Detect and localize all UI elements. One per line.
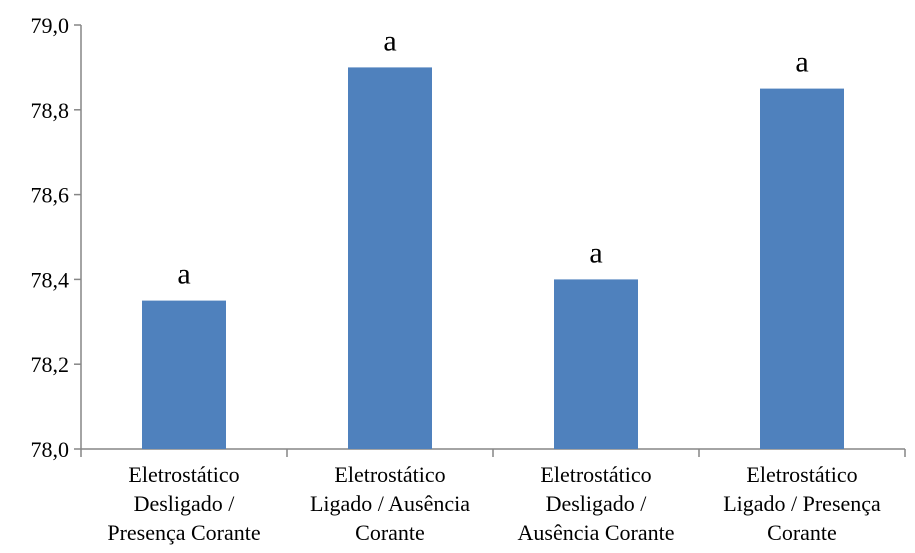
y-tick-label: 79,0 xyxy=(31,13,70,38)
x-category-label-line: Ausência Corante xyxy=(518,520,675,545)
data-label: a xyxy=(589,236,602,269)
x-category-label: Eletrostático Desligado / Presença Corante xyxy=(107,462,260,545)
x-category-label-line: Eletrostático xyxy=(128,462,239,487)
x-category-label-line: Ligado / Presença xyxy=(723,491,881,516)
y-tick-label: 78,6 xyxy=(31,183,70,208)
x-category-label: Eletrostático Desligado / Ausência Corante xyxy=(518,462,675,545)
y-tick-label: 78,0 xyxy=(31,437,70,462)
x-category-label-line: Ligado / Ausência xyxy=(310,491,470,516)
chart-bars xyxy=(142,67,844,450)
bar xyxy=(348,67,432,450)
data-label: a xyxy=(383,24,396,57)
x-category-label: Eletrostático Ligado / Ausência Corante xyxy=(310,462,470,545)
x-category-label-line: Corante xyxy=(355,520,425,545)
data-label: a xyxy=(177,258,190,291)
x-category-label-line: Eletrostático xyxy=(746,462,857,487)
bar xyxy=(760,88,844,449)
y-tick-label: 78,4 xyxy=(31,267,70,292)
x-category-label-line: Desligado / xyxy=(546,491,648,516)
y-tick-label: 78,2 xyxy=(31,352,70,377)
data-label: a xyxy=(795,46,808,79)
x-category-label-line: Corante xyxy=(767,520,837,545)
x-category-label-line: Eletrostático xyxy=(334,462,445,487)
x-category-label: Eletrostático Ligado / Presença Corante xyxy=(723,462,881,545)
bar xyxy=(142,300,226,449)
x-category-label-line: Desligado / xyxy=(134,491,236,516)
x-category-label-line: Eletrostático xyxy=(540,462,651,487)
chart-axes: 78,0 78,2 78,4 78,6 78,8 79,0 xyxy=(31,13,906,462)
x-category-label-line: Presença Corante xyxy=(107,520,260,545)
chart-labels: a Eletrostático Desligado / Presença Corant… xyxy=(107,24,881,545)
bar xyxy=(554,279,638,449)
y-tick-label: 78,8 xyxy=(31,98,70,123)
